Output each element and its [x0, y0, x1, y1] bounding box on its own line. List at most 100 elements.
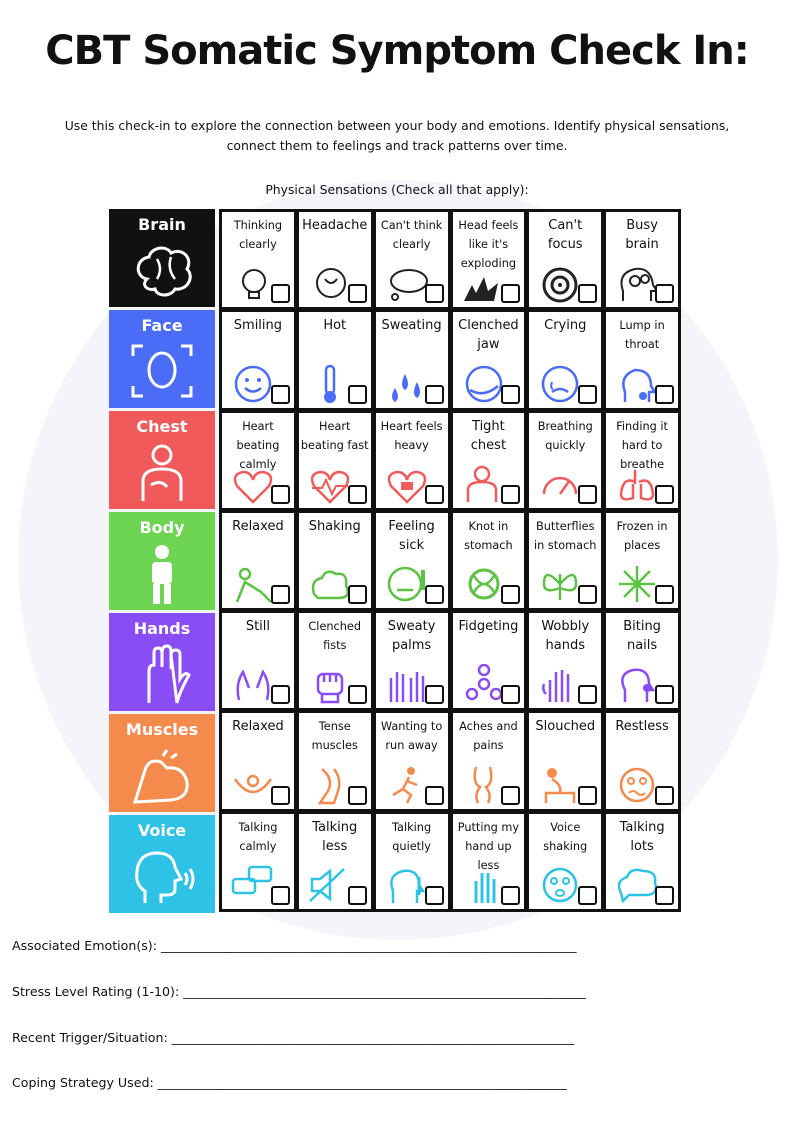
sensation-label: Talking quietly [392, 820, 432, 853]
sensation-cell: Breathing quickly [529, 412, 602, 508]
sensation-checkbox[interactable] [655, 384, 674, 404]
sensation-label: Headache [302, 218, 368, 233]
sensation-checkbox[interactable] [424, 484, 444, 504]
sensation-checkbox[interactable] [501, 284, 521, 304]
sensation-cell: Relaxed [222, 713, 294, 809]
sensation-label: Frozen in places [616, 519, 668, 552]
sensation-cell: Feeling sick [375, 512, 448, 609]
sensation-checkbox[interactable] [655, 885, 674, 905]
sensation-checkbox[interactable] [501, 685, 521, 705]
nail-biting-icon [621, 668, 656, 703]
sensation-label: Tense muscles [311, 720, 358, 753]
speedometer-icon [543, 476, 578, 495]
sensation-label: Talking calmly [238, 820, 278, 853]
sensation-checkbox[interactable] [655, 484, 674, 504]
sensation-checkbox[interactable] [424, 384, 444, 404]
coping-strategy-field[interactable]: Coping Strategy Used: __________________… [12, 1075, 567, 1090]
sensation-checkbox[interactable] [655, 284, 674, 304]
flexed-arm-icon [132, 749, 189, 804]
sensation-label: Can't think clearly [380, 219, 443, 251]
sensation-checkbox[interactable] [347, 384, 367, 404]
sensation-label: Clenched fists [308, 620, 362, 653]
sensation-checkbox[interactable] [424, 585, 444, 605]
sensation-checkbox[interactable] [270, 384, 290, 404]
sensation-checkbox[interactable] [347, 585, 367, 605]
clenched-jaw-icon [465, 365, 502, 402]
sensation-label: Clenched jaw [458, 318, 519, 353]
sensation-checkbox[interactable] [347, 785, 367, 805]
sensation-checkbox[interactable] [655, 585, 674, 605]
sore-knee-icon [472, 766, 493, 804]
category-hands: Hands [109, 613, 215, 711]
throat-icon [622, 368, 658, 402]
crying-face-icon [542, 365, 579, 402]
sensation-cell: Still [222, 613, 294, 709]
sensation-checkbox[interactable] [578, 284, 598, 304]
sensation-checkbox[interactable] [501, 484, 521, 504]
sensation-checkbox[interactable] [501, 585, 521, 605]
sensation-checkbox[interactable] [578, 585, 598, 605]
sensation-checkbox[interactable] [578, 484, 598, 504]
page-title: CBT Somatic Symptom Check In: [45, 28, 749, 74]
muted-speaker-icon [308, 868, 345, 902]
sensation-checkbox[interactable] [270, 484, 290, 504]
chat-bubbles-icon [231, 865, 273, 895]
category-muscles: Muscles [109, 714, 215, 812]
sensation-label: Biting nails [623, 619, 661, 654]
sensation-cell: Tense muscles [298, 713, 371, 809]
sensation-checkbox[interactable] [501, 384, 521, 404]
sensation-checkbox[interactable] [270, 885, 290, 905]
sensation-checkbox[interactable] [578, 885, 598, 905]
sensation-checkbox[interactable] [347, 484, 367, 504]
sensation-label: Head feels like it's exploding [458, 219, 519, 270]
sensation-checkbox[interactable] [347, 685, 367, 705]
sensation-label: Voice shaking [543, 820, 588, 853]
sensation-checkbox[interactable] [578, 685, 598, 705]
heart-icon [233, 470, 273, 504]
sensation-checkbox[interactable] [424, 785, 444, 805]
shaking-blob-icon [311, 570, 349, 600]
sensation-checkbox[interactable] [424, 885, 444, 905]
explosion-icon [463, 277, 498, 302]
sensation-checkbox[interactable] [578, 384, 598, 404]
sensation-cell: Lump in throat [606, 312, 678, 408]
slouched-person-icon [545, 767, 576, 803]
category-column: Brain Face Chest Body Hands Muscles Voice [109, 209, 215, 916]
sensation-checkbox[interactable] [501, 885, 521, 905]
field-label: Recent Trigger/Situation: [12, 1030, 168, 1045]
sensation-checkbox[interactable] [270, 585, 290, 605]
speaking-head-icon [135, 851, 195, 903]
sensation-label: Shaking [308, 518, 361, 534]
sensation-cell: Can't focus [529, 212, 602, 308]
category-body: Body [109, 512, 215, 610]
associated-emotions-field[interactable]: Associated Emotion(s): _________________… [12, 938, 577, 953]
sensation-checkbox[interactable] [270, 785, 290, 805]
sensation-checkbox[interactable] [347, 284, 367, 304]
intro-line: connect them to feelings and track patte… [226, 138, 568, 153]
sensation-checkbox[interactable] [424, 284, 444, 304]
sensation-checkbox[interactable] [270, 685, 290, 705]
sensation-checkbox[interactable] [270, 284, 290, 304]
field-line: ________________________________________… [160, 938, 577, 953]
sensation-label: Restless [615, 719, 669, 735]
sensation-checkbox[interactable] [578, 785, 598, 805]
snowflake-icon [619, 566, 656, 603]
sensation-cell: Talking lots [606, 813, 678, 909]
sensation-label: Still [245, 619, 270, 635]
recent-trigger-field[interactable]: Recent Trigger/Situation: ______________… [12, 1030, 575, 1045]
wobbly-hand-icon [542, 670, 570, 703]
restless-face-icon [619, 767, 655, 802]
sensation-checkbox[interactable] [655, 785, 674, 805]
sensation-checkbox[interactable] [424, 685, 444, 705]
sensation-grid: Thinking clearly Headache Can't think clea… [219, 209, 681, 912]
field-line: ________________________________________… [183, 984, 587, 999]
sensation-checkbox[interactable] [501, 785, 521, 805]
sensation-label: Finding it hard to breathe [616, 419, 668, 471]
stress-level-field[interactable]: Stress Level Rating (1-10): ____________… [12, 984, 586, 999]
sensation-cell: Aches and pains [452, 713, 525, 809]
sensation-cell: Talking calmly [222, 813, 294, 909]
sensation-checkbox[interactable] [655, 685, 674, 705]
sensation-checkbox[interactable] [347, 885, 367, 905]
intro-text: Use this check-in to explore the connect… [20, 116, 774, 156]
face-scan-icon [131, 344, 193, 398]
